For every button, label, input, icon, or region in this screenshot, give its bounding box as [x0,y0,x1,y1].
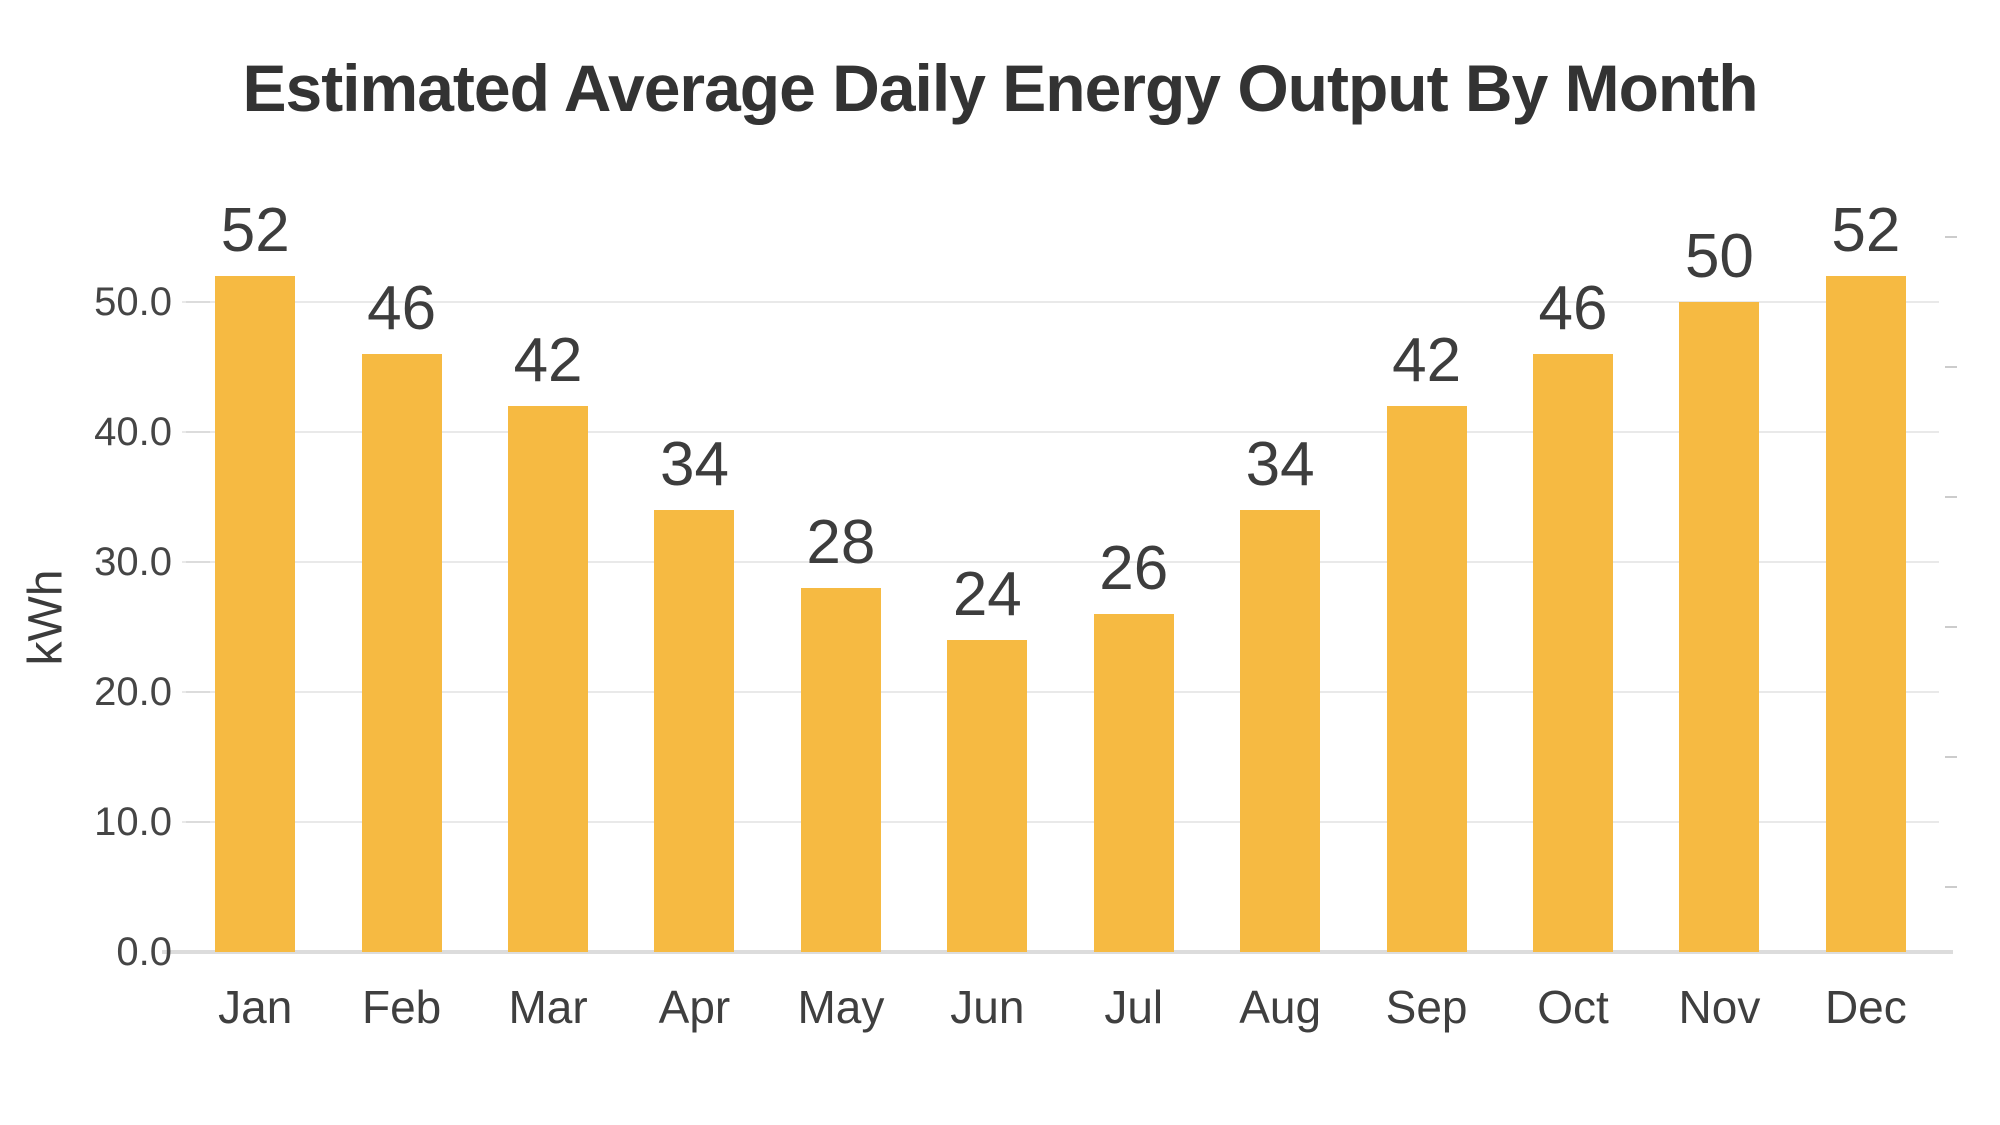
x-label-nov: Nov [1678,981,1761,1033]
y-tick-mark [186,431,210,433]
bar-aug [1240,510,1321,952]
right-minor-tick [1945,236,1957,238]
bar-value-jan: 52 [220,196,290,265]
bar-slot-feb: 46 [328,172,474,952]
y-tick-label-50.0: 50.0 [94,280,172,324]
bar-slot-dec: 52 [1793,172,1939,952]
x-label-dec: Dec [1824,981,1907,1033]
bar-value-feb: 46 [367,274,437,343]
gridline-10.0 [182,821,1939,823]
x-label-aug: Aug [1239,981,1322,1033]
bars-container: 52 46 42 34 28 24 26 34 42 46 50 52 [182,172,1939,952]
x-label-sep: Sep [1385,981,1468,1033]
bar-nov [1679,302,1760,952]
right-minor-tick [1945,886,1957,888]
y-tick-mark [186,301,210,303]
x-label-jul: Jul [1104,981,1164,1033]
bar-slot-sep: 42 [1353,172,1499,952]
y-tick-label-20.0: 20.0 [94,670,172,714]
right-minor-tick [1945,626,1957,628]
x-label-feb: Feb [362,981,442,1033]
x-label-mar: Mar [508,981,588,1033]
bar-value-jul: 26 [1099,534,1169,603]
bar-feb [361,354,442,952]
bar-slot-oct: 46 [1500,172,1646,952]
y-tick-mark [186,561,210,563]
bar-slot-aug: 34 [1207,172,1353,952]
bar-jul [1093,614,1174,952]
bar-value-dec: 52 [1831,196,1901,265]
y-tick-label-10.0: 10.0 [94,800,172,844]
y-tick-mark [186,691,210,693]
y-tick-mark [186,821,210,823]
bar-jan [215,276,296,952]
gridline-20.0 [182,691,1939,693]
bar-slot-nov: 50 [1646,172,1792,952]
gridline-30.0 [182,561,1939,563]
chart-title: Estimated Average Daily Energy Output By… [242,51,1758,125]
y-tick-label-40.0: 40.0 [94,410,172,454]
bar-value-sep: 42 [1392,326,1462,395]
bar-slot-jul: 26 [1061,172,1207,952]
bar-apr [654,510,735,952]
gridline-40.0 [182,431,1939,433]
x-label-apr: Apr [658,981,731,1033]
bar-value-apr: 34 [659,430,729,499]
bar-slot-jun: 24 [914,172,1060,952]
x-label-may: May [797,981,885,1033]
bar-slot-jan: 52 [182,172,328,952]
bar-value-mar: 42 [513,326,583,395]
bar-slot-may: 28 [768,172,914,952]
x-axis-labels: Jan Feb Mar Apr May Jun Jul Aug Sep Oct Nov Dec [182,980,1939,1034]
y-axis-label: kWh [19,569,73,666]
bar-value-may: 28 [806,508,876,577]
right-minor-tick [1945,366,1957,368]
bar-dec [1825,276,1906,952]
bar-value-nov: 50 [1684,222,1754,291]
bar-value-aug: 34 [1245,430,1315,499]
bar-slot-apr: 34 [621,172,767,952]
x-axis-baseline [162,950,1953,954]
bar-slot-mar: 42 [475,172,621,952]
bar-jun [947,640,1028,952]
bar-may [800,588,881,952]
right-minor-tick [1945,496,1957,498]
y-tick-label-30.0: 30.0 [94,540,172,584]
x-label-jan: Jan [218,981,293,1033]
plot-area [162,172,1953,954]
y-tick-label-0.0: 0.0 [116,930,172,974]
bar-value-jun: 24 [952,560,1022,629]
gridline-50.0 [182,301,1939,303]
bar-value-oct: 46 [1538,274,1608,343]
right-minor-tick [1945,756,1957,758]
bar-sep [1386,406,1467,952]
x-label-oct: Oct [1537,981,1609,1033]
x-label-jun: Jun [950,981,1025,1033]
bar-mar [508,406,589,952]
bar-oct [1533,354,1613,952]
